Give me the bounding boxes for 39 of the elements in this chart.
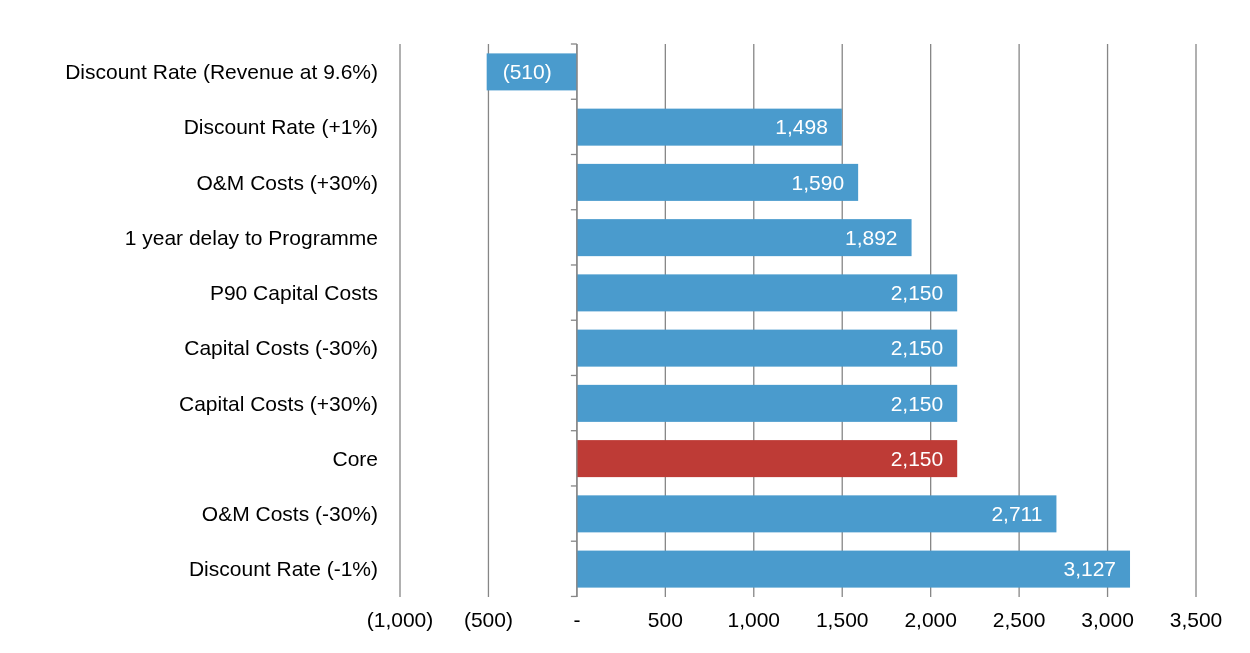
data-label: 1,892 bbox=[845, 225, 898, 249]
bar bbox=[576, 495, 1057, 533]
x-tick-label: (500) bbox=[463, 608, 513, 631]
y-tick-label: Discount Rate (+1%) bbox=[183, 115, 378, 139]
x-tick-label: 3,000 bbox=[1081, 608, 1134, 631]
x-tick-label: 500 bbox=[647, 608, 683, 631]
data-label: 2,150 bbox=[890, 281, 944, 305]
y-tick-label: 1 year delay to Programme bbox=[124, 225, 378, 249]
bar bbox=[576, 163, 859, 201]
x-tick-label: 1,000 bbox=[727, 608, 781, 631]
data-label: 3,127 bbox=[1063, 557, 1117, 581]
y-tick-label: O&M Costs (+30%) bbox=[196, 170, 378, 194]
data-label: 2,150 bbox=[890, 391, 944, 415]
bar bbox=[576, 219, 912, 257]
data-label: (510) bbox=[502, 60, 552, 84]
bar bbox=[576, 384, 958, 422]
x-tick-label: 3,500 bbox=[1169, 608, 1223, 631]
y-tick-label: Core bbox=[332, 446, 378, 470]
data-label: 2,711 bbox=[991, 502, 1043, 526]
x-tick-label: 2,500 bbox=[992, 608, 1046, 631]
x-tick-label: - bbox=[573, 608, 581, 631]
data-label: 1,498 bbox=[775, 115, 828, 139]
x-tick-label: 2,000 bbox=[904, 608, 957, 631]
y-tick-label: O&M Costs (-30%) bbox=[201, 502, 378, 526]
y-tick-label: Capital Costs (+30%) bbox=[179, 391, 378, 415]
y-tick-label: Discount Rate (Revenue at 9.6%) bbox=[65, 60, 378, 84]
bar bbox=[576, 550, 1131, 588]
data-label: 2,150 bbox=[890, 446, 944, 470]
y-tick-label: P90 Capital Costs bbox=[209, 281, 378, 305]
bar bbox=[576, 440, 958, 478]
x-tick-label: 1,500 bbox=[815, 608, 869, 631]
y-tick-label: Discount Rate (-1%) bbox=[188, 557, 378, 581]
x-tick-label: (1,000) bbox=[366, 608, 434, 631]
bar bbox=[576, 329, 958, 367]
data-label: 1,590 bbox=[791, 170, 845, 194]
y-tick-label: Capital Costs (-30%) bbox=[184, 336, 378, 360]
bar bbox=[576, 274, 958, 312]
bar bbox=[576, 108, 842, 146]
data-label: 2,150 bbox=[890, 336, 944, 360]
